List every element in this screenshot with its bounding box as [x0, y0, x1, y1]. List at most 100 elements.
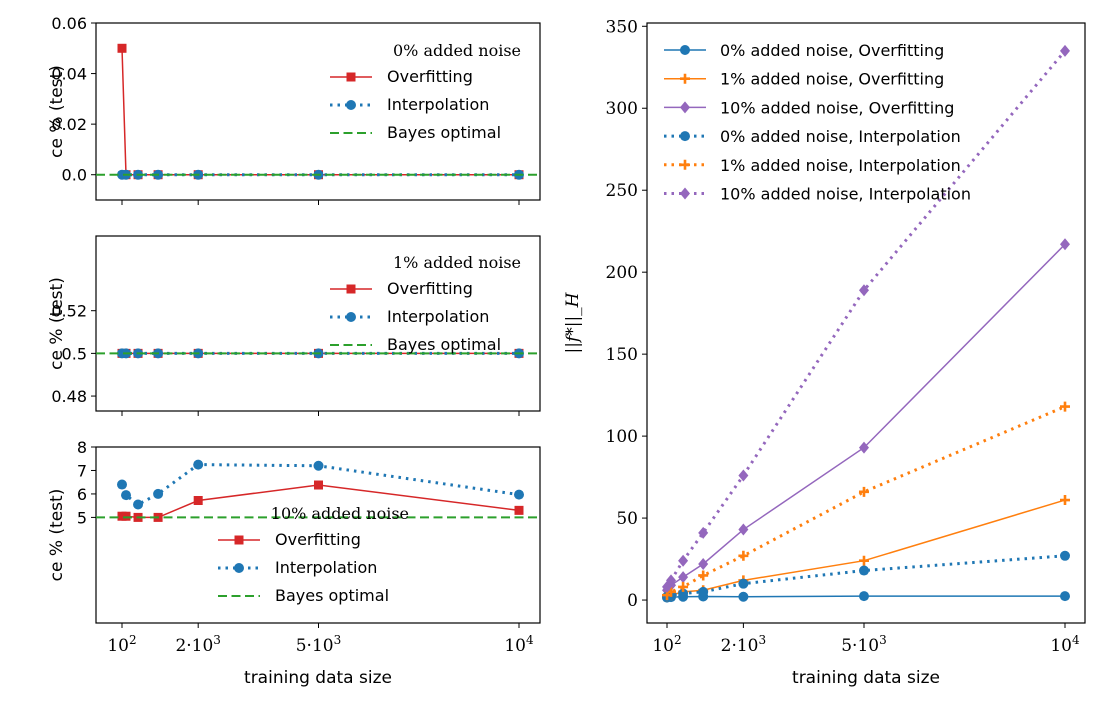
- legend-0-added-noise-overfitting-label: 0% added noise, Overfitting: [720, 41, 944, 60]
- series-10-added-noise-overfitting-point: [738, 523, 749, 536]
- legend-1-added-noise-overfitting-label: 1% added noise, Overfitting: [720, 70, 944, 89]
- series-10-added-noise-overfitting-point: [858, 441, 869, 454]
- legend-interpolation-marker: [346, 100, 356, 110]
- legend-title: 1% added noise: [393, 253, 521, 272]
- panel-rkhs-norm: 0 50 100 150 200 250 300 350 102 2·103 5·103 104 ||f…: [563, 17, 1086, 688]
- x-tick-label: 102: [652, 633, 681, 656]
- series-10-added-noise-interpolation-point: [858, 284, 869, 297]
- series-overfitting-point: [193, 496, 203, 506]
- x-axis-label: training data size: [244, 668, 392, 688]
- series-10-added-noise-interpolation-point: [666, 574, 677, 587]
- x-tick-label: 104: [1050, 633, 1080, 656]
- series-0-added-noise-interpolation-point: [1060, 550, 1070, 561]
- y-tick-label: 0.02: [51, 115, 87, 134]
- series-0-added-noise-overfitting-point: [858, 591, 869, 602]
- series-1-added-noise-interpolation-point: [738, 550, 749, 561]
- series-overfitting-point: [514, 505, 524, 515]
- series-0-added-noise-interpolation-point: [698, 586, 709, 597]
- series-interpolation-point: [193, 459, 204, 470]
- series-10-added-noise-interpolation-point: [678, 554, 689, 567]
- series-overfitting-point: [117, 43, 127, 53]
- legend-10-added-noise-overfitting-label: 10% added noise, Overfitting: [720, 98, 954, 117]
- series-interpolation-point: [117, 479, 127, 490]
- legend-interpolation-label: Interpolation: [387, 95, 489, 114]
- legend-overfitting-marker: [346, 284, 356, 294]
- series-1-added-noise-interpolation-point: [698, 570, 709, 581]
- series-overfitting-point: [121, 511, 131, 521]
- legend-overfitting-label: Overfitting: [387, 67, 473, 86]
- x-tick-label: 2·103: [721, 633, 767, 656]
- y-tick-label: 0.48: [51, 387, 87, 406]
- series-0-added-noise-overfitting-point: [1060, 591, 1070, 602]
- legend-overfitting-marker: [346, 72, 356, 82]
- legend-interpolation-marker: [346, 312, 356, 322]
- panel-10-percent-noise-error: 5 6 7 8 102 2·103 5·103 104 ce % (test) training …: [47, 438, 541, 688]
- series-1-added-noise-overfitting-point: [1060, 495, 1070, 506]
- y-tick-label: 7: [77, 461, 87, 480]
- series-interpolation-point: [313, 460, 324, 471]
- series-overfitting-point: [313, 480, 323, 490]
- x-tick-label: 5·103: [296, 633, 342, 656]
- legend-overfitting-label: Overfitting: [387, 279, 473, 298]
- y-tick-label: 300: [606, 99, 638, 119]
- series-interpolation-point: [514, 489, 524, 500]
- legend-interpolation-marker: [234, 563, 244, 573]
- legend-0-added-noise-overfitting-marker: [680, 45, 690, 55]
- x-tick-label: 5·103: [841, 633, 887, 656]
- series-interpolation-point: [133, 499, 144, 510]
- y-axis-label: ce % (test): [47, 65, 67, 158]
- legend-1-added-noise-interpolation-label: 1% added noise, Interpolation: [720, 156, 961, 175]
- x-axis-label: training data size: [792, 668, 940, 688]
- legend-10-added-noise-interpolation-marker: [680, 187, 690, 200]
- legend-0-added-noise-interpolation-marker: [680, 131, 690, 142]
- x-tick-label: 104: [504, 633, 534, 656]
- legend-1-added-noise-interpolation-marker: [680, 159, 690, 170]
- series-0-added-noise-interpolation-point: [678, 588, 689, 599]
- legend-bayes-optimal-label: Bayes optimal: [275, 586, 389, 605]
- legend-overfitting-marker: [234, 535, 244, 545]
- panel-0-percent-noise-error: 0.0 0.02 0.04 0.06 ce % (test) 0% added noise…: [47, 14, 541, 205]
- y-tick-label: 0.5: [62, 344, 87, 363]
- series-0-added-noise-overfitting-point: [738, 591, 749, 602]
- y-tick-label: 0.06: [51, 14, 87, 33]
- series-10-added-noise-overfitting-point: [678, 571, 689, 584]
- series-interpolation-point: [153, 488, 164, 499]
- y-tick-label: 0.04: [51, 65, 87, 84]
- legend-10-added-noise-overfitting-marker: [680, 101, 690, 114]
- axes-frame: [646, 22, 1086, 624]
- series-1-added-noise-overfitting-point: [858, 555, 869, 566]
- y-tick-label: 100: [606, 427, 638, 447]
- series-10-added-noise-interpolation-point: [1060, 44, 1070, 57]
- y-tick-label: 5: [77, 508, 87, 527]
- y-tick-label: 150: [606, 345, 638, 365]
- series-1-added-noise-interpolation-point: [678, 581, 689, 592]
- legend-1-added-noise-overfitting-marker: [680, 73, 690, 84]
- legend-0-added-noise-interpolation-label: 0% added noise, Interpolation: [720, 127, 961, 146]
- y-axis-label: ||f*||_H: [563, 291, 583, 353]
- legend-bayes-optimal-label: Bayes optimal: [387, 335, 501, 354]
- legend-overfitting-label: Overfitting: [275, 530, 361, 549]
- series-10-added-noise-overfitting-line: [666, 243, 1066, 591]
- legend-title: 10% added noise: [271, 504, 409, 523]
- y-tick-label: 6: [77, 485, 87, 504]
- legend-interpolation-label: Interpolation: [387, 307, 489, 326]
- y-tick-label: 0.52: [51, 302, 87, 321]
- x-tick-label: 2·103: [175, 633, 221, 656]
- legend-10-added-noise-interpolation-label: 10% added noise, Interpolation: [720, 185, 971, 204]
- legend-bayes-optimal-label: Bayes optimal: [387, 123, 501, 142]
- series-0-added-noise-interpolation-point: [738, 578, 749, 589]
- series-10-added-noise-overfitting-point: [1060, 238, 1070, 251]
- series-0-added-noise-interpolation-point: [858, 565, 869, 576]
- y-tick-label: 200: [606, 263, 638, 283]
- series-10-added-noise-overfitting-point: [698, 557, 709, 570]
- series-10-added-noise-interpolation-point: [738, 469, 749, 482]
- series-1-added-noise-overfitting-line: [666, 499, 1066, 598]
- series-1-added-noise-interpolation-point: [1060, 401, 1070, 412]
- y-tick-label: 0.0: [62, 166, 87, 185]
- y-axis-label: ce % (test): [47, 277, 67, 370]
- series-interpolation-point: [121, 490, 132, 501]
- legend-title: 0% added noise: [393, 41, 521, 60]
- y-tick-label: 8: [77, 438, 87, 457]
